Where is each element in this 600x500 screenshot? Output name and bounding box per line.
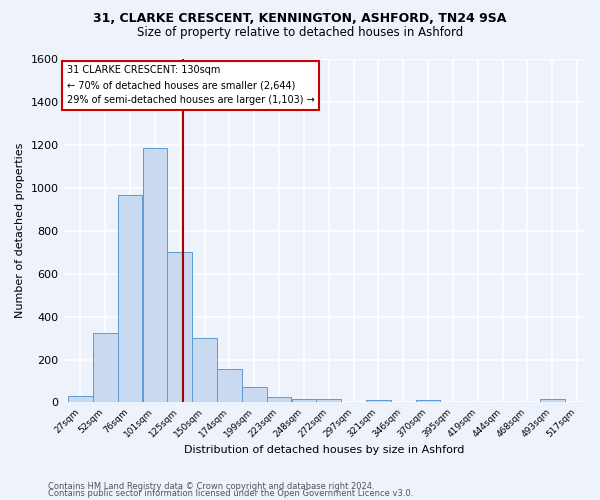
Text: 31 CLARKE CRESCENT: 130sqm
← 70% of detached houses are smaller (2,644)
29% of s: 31 CLARKE CRESCENT: 130sqm ← 70% of deta… (67, 66, 314, 105)
X-axis label: Distribution of detached houses by size in Ashford: Distribution of detached houses by size … (184, 445, 464, 455)
Bar (242, 388, 266, 402)
Y-axis label: Number of detached properties: Number of detached properties (15, 143, 25, 318)
Bar (143, 148, 167, 403)
Text: Size of property relative to detached houses in Ashford: Size of property relative to detached ho… (137, 26, 463, 39)
Bar (192, 338, 217, 402)
Text: Contains HM Land Registry data © Crown copyright and database right 2024.: Contains HM Land Registry data © Crown c… (48, 482, 374, 491)
Bar (68, 396, 93, 402)
Bar (118, 196, 142, 402)
Bar (217, 369, 242, 402)
Bar (93, 332, 118, 402)
Bar (316, 400, 341, 402)
Bar (267, 397, 292, 402)
Bar (292, 398, 316, 402)
Bar (366, 400, 391, 402)
Text: Contains public sector information licensed under the Open Government Licence v3: Contains public sector information licen… (48, 490, 413, 498)
Text: 31, CLARKE CRESCENT, KENNINGTON, ASHFORD, TN24 9SA: 31, CLARKE CRESCENT, KENNINGTON, ASHFORD… (94, 12, 506, 26)
Bar (167, 252, 192, 402)
Bar (416, 400, 440, 402)
Bar (540, 400, 565, 402)
